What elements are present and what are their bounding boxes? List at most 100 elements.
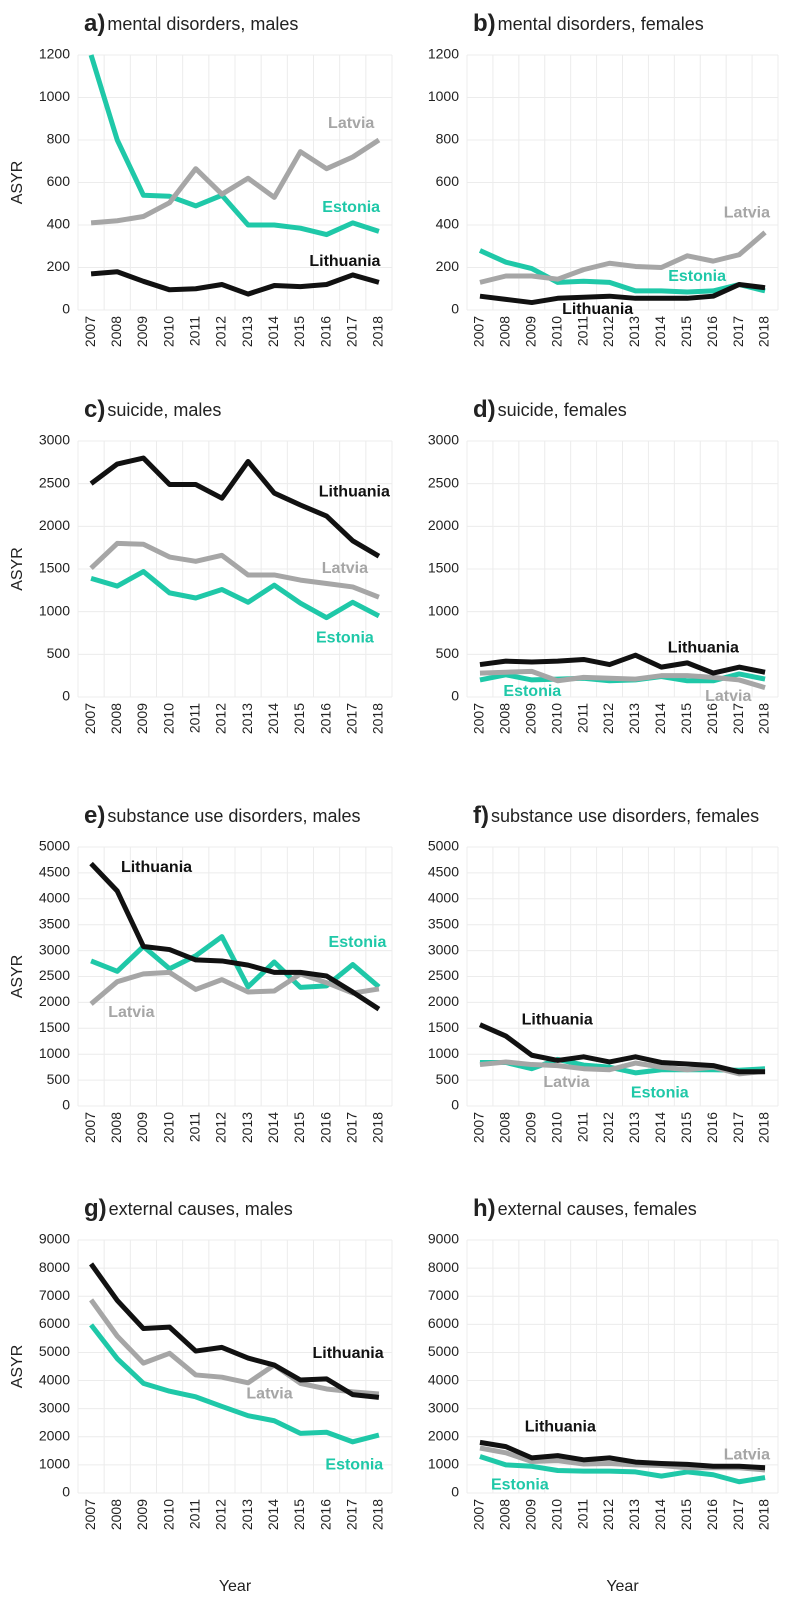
x-tick-label: 2012 (600, 1112, 616, 1143)
y-tick-label: 1200 (39, 46, 70, 62)
series-line (90, 569, 381, 621)
x-tick-label: 2018 (756, 1112, 772, 1143)
panel-title: h) external causes, females (473, 1195, 697, 1222)
y-tick-label: 2000 (39, 993, 70, 1009)
x-tick-label: 2015 (291, 1499, 307, 1530)
series-label: Lithuania (309, 253, 380, 270)
x-tick-label: 2012 (600, 1499, 616, 1530)
series-line (90, 137, 381, 226)
y-tick-label: 3500 (428, 915, 459, 931)
x-tick-label: 2011 (574, 703, 590, 733)
x-tick-label: 2014 (265, 1112, 281, 1143)
x-tick-label: 2009 (134, 703, 150, 734)
x-tick-label: 2015 (291, 703, 307, 734)
x-tick-label: 2012 (213, 1112, 229, 1143)
x-tick-label: 2015 (678, 1499, 694, 1530)
y-tick-label: 8000 (39, 1259, 70, 1275)
panel-letter: e) (84, 802, 105, 829)
series-line (479, 230, 767, 285)
x-tick-label: 2013 (626, 1112, 642, 1143)
x-tick-label: 2010 (548, 1499, 564, 1530)
x-tick-label: 2015 (678, 316, 694, 347)
y-tick-label: 1000 (428, 1456, 459, 1472)
y-tick-label: 3000 (39, 941, 70, 957)
x-tick-label: 2012 (213, 703, 229, 734)
x-tick-label: 2008 (497, 703, 513, 734)
x-tick-label: 2008 (108, 316, 124, 347)
x-tick-label: 2007 (82, 1112, 98, 1143)
y-tick-label: 6000 (39, 1315, 70, 1331)
series-line (89, 1262, 380, 1400)
panel-title-text: mental disorders, females (498, 14, 704, 34)
x-tick-label: 2009 (134, 316, 150, 347)
y-tick-label: 1200 (428, 46, 459, 62)
y-tick-label: 1000 (39, 602, 70, 618)
panel-title: d) suicide, females (473, 396, 627, 423)
x-tick-label: 2016 (704, 316, 720, 347)
y-tick-label: 3000 (39, 432, 70, 448)
x-tick-label: 2008 (108, 703, 124, 734)
x-tick-label: 2018 (370, 316, 386, 347)
y-tick-label: 5000 (428, 1343, 459, 1359)
series-label: Latvia (328, 115, 374, 132)
x-tick-label: 2017 (730, 316, 746, 347)
panel-title-text: external causes, females (498, 1199, 697, 1219)
x-tick-label: 2015 (291, 1112, 307, 1143)
x-tick-label: 2016 (704, 1499, 720, 1530)
x-tick-label: 2018 (370, 1112, 386, 1143)
y-tick-label: 0 (62, 1097, 70, 1113)
x-tick-label: 2007 (471, 703, 487, 734)
x-axis-title: Year (606, 1578, 639, 1595)
x-tick-label: 2018 (756, 316, 772, 347)
panel-title-text: substance use disorders, females (491, 806, 759, 826)
series-label: Estonia (322, 199, 380, 216)
panel-letter: h) (473, 1195, 496, 1222)
x-tick-label: 2007 (82, 1499, 98, 1530)
series-label: Latvia (724, 1446, 770, 1463)
series-label: Lithuania (562, 301, 633, 318)
x-tick-label: 2009 (134, 1112, 150, 1143)
y-tick-label: 0 (62, 301, 70, 317)
x-tick-label: 2014 (652, 1499, 668, 1530)
x-tick-label: 2014 (652, 1112, 668, 1143)
x-tick-label: 2016 (317, 1112, 333, 1143)
x-tick-label: 2008 (108, 1112, 124, 1143)
x-tick-label: 2014 (265, 703, 281, 734)
x-tick-label: 2018 (370, 1499, 386, 1530)
x-tick-label: 2008 (497, 316, 513, 347)
series-line (89, 455, 381, 559)
y-tick-label: 2500 (39, 474, 70, 490)
series-label: Lithuania (319, 483, 390, 500)
series-label: Estonia (325, 1456, 383, 1473)
x-tick-label: 2007 (471, 316, 487, 347)
panel-letter: b) (473, 10, 496, 37)
series-line (89, 540, 380, 600)
panel-letter: g) (84, 1195, 107, 1222)
x-tick-label: 2010 (160, 316, 176, 347)
x-tick-label: 2009 (522, 703, 538, 734)
x-tick-label: 2014 (265, 316, 281, 347)
y-tick-label: 200 (436, 258, 460, 274)
y-tick-label: 9000 (39, 1231, 70, 1247)
y-tick-label: 4000 (39, 1371, 70, 1387)
x-tick-label: 2017 (730, 1499, 746, 1530)
y-tick-label: 400 (47, 216, 71, 232)
series-label: Estonia (503, 683, 561, 700)
series-label: Lithuania (121, 859, 192, 876)
x-tick-label: 2017 (343, 703, 359, 734)
series-label: Estonia (668, 268, 726, 285)
x-tick-label: 2009 (522, 1499, 538, 1530)
panel-title: e) substance use disorders, males (84, 802, 360, 829)
panel-title: c) suicide, males (84, 396, 221, 423)
x-tick-label: 2014 (265, 1499, 281, 1530)
y-axis-title: ASYR (9, 547, 26, 591)
series-line (88, 54, 380, 238)
series-label: Estonia (316, 629, 374, 646)
x-tick-label: 2018 (370, 703, 386, 734)
x-tick-label: 2016 (704, 703, 720, 734)
x-tick-label: 2009 (522, 316, 538, 347)
y-tick-label: 9000 (428, 1231, 459, 1247)
series-label: Lithuania (525, 1418, 596, 1435)
series-line (479, 652, 766, 676)
